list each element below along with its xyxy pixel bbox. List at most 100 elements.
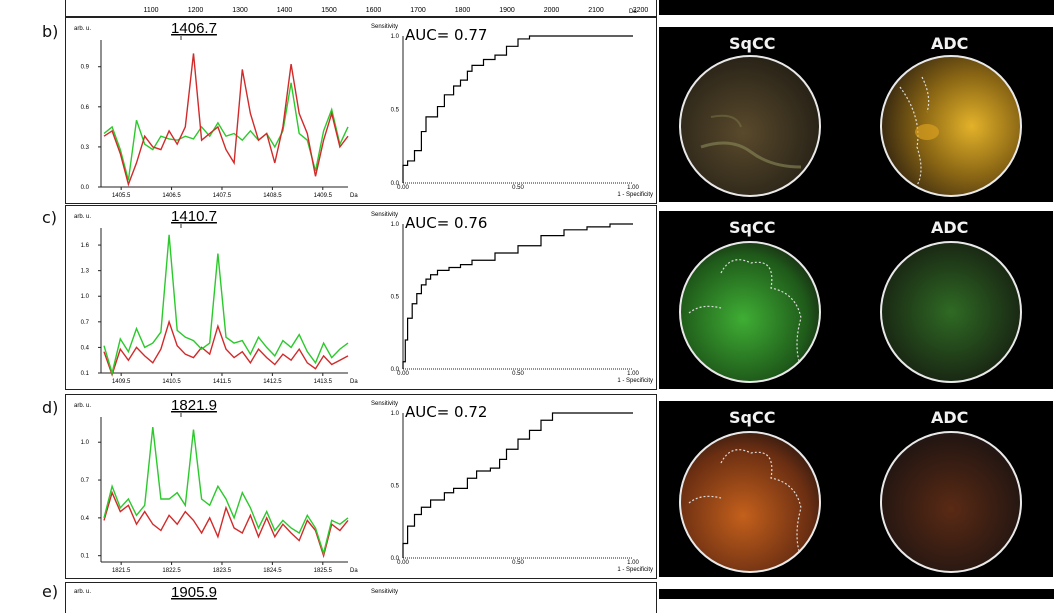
series-red-line xyxy=(103,490,349,559)
y-axis-label: arb. u. xyxy=(74,403,91,409)
sqcc-title: SqCC xyxy=(729,218,776,237)
x-tick-label: 1410.5 xyxy=(162,379,181,385)
top-axis-tick-label: 1500 xyxy=(321,7,337,14)
top-axis-tick-label: 1100 xyxy=(143,7,158,14)
y-tick-label: 0.3 xyxy=(81,145,90,151)
y-axis-label: arb. u. xyxy=(74,589,91,595)
sqcc-title: SqCC xyxy=(729,34,776,53)
x-tick-label: 1413.5 xyxy=(314,379,333,385)
roc-y-axis-label: Sensitivity xyxy=(371,589,398,595)
panel-d: 1821.9 arb. u. Da 1.0 0.7 0.4 0.1 1821.5 1822.5 1… xyxy=(65,394,657,579)
adc-title: ADC xyxy=(931,218,969,237)
roc-x-tick-label: 0.50 xyxy=(512,560,524,566)
x-tick-label: 1822.5 xyxy=(162,568,181,574)
x-tick-label: 1409.5 xyxy=(112,379,131,385)
roc-y-tick-label: 0.5 xyxy=(391,295,400,301)
sqcc-title: SqCC xyxy=(729,408,776,427)
roc-y-axis-label: Sensitivity xyxy=(371,24,398,30)
x-tick-label: 1406.5 xyxy=(162,193,181,199)
top-axis-tick-label: 2100 xyxy=(588,7,604,14)
y-axis-label: arb. u. xyxy=(74,26,91,32)
panel-e: arb. u. 1905.9 Sensitivity xyxy=(65,582,657,613)
roc-x-axis-label: 1 - Specificity xyxy=(617,378,653,384)
x-axis-unit: Da xyxy=(350,193,358,199)
x-tick-label: 1409.5 xyxy=(314,193,333,199)
y-tick-label: 1.0 xyxy=(81,440,90,446)
x-tick-label: 1821.5 xyxy=(112,568,131,574)
x-axis-unit: Da xyxy=(350,379,358,385)
top-axis-tick-label: 2200 xyxy=(633,7,649,14)
roc-curve xyxy=(402,223,633,369)
roc-y-tick-label: 1.0 xyxy=(391,34,400,40)
adc-tissue-image xyxy=(880,241,1022,383)
top-axis-strip: 1100 1200 1300 1400 1500 1600 1700 1800 1900 2000… xyxy=(65,0,657,17)
peak-label: 1410.7 xyxy=(171,208,217,225)
roc-x-tick-label: 0.00 xyxy=(397,371,409,377)
row-label-d: d) xyxy=(42,398,59,417)
roc-x-axis-label: 1 - Specificity xyxy=(617,567,653,573)
image-panel-c: SqCC ADC xyxy=(659,211,1053,389)
series-red-line xyxy=(103,319,349,377)
adc-tissue-image xyxy=(880,55,1022,197)
spectrum-chart-b: 1406.7 arb. u. Da 0.9 0.6 0.3 0.0 1405.5 1406.5 1… xyxy=(74,20,358,199)
y-tick-label: 0.1 xyxy=(81,371,90,377)
roc-y-axis-label: Sensitivity xyxy=(371,212,398,218)
series-red-line xyxy=(103,53,349,187)
y-tick-label: 1.6 xyxy=(81,243,90,249)
image-panel-d: SqCC ADC xyxy=(659,401,1053,577)
row-label-e: e) xyxy=(42,582,59,601)
top-axis-unit: Da xyxy=(629,9,637,15)
y-tick-label: 1.0 xyxy=(81,294,90,300)
y-tick-label: 0.4 xyxy=(81,345,90,351)
top-axis-tick-label: 1200 xyxy=(188,7,204,14)
roc-chart-c: Sensitivity AUC= 0.76 1.0 0.5 0.00.00 0.50 1.0… xyxy=(371,212,653,384)
roc-x-tick-label: 0.50 xyxy=(512,185,524,191)
top-axis-svg: 1100 1200 1300 1400 1500 1600 1700 1800 1900 2000… xyxy=(143,7,649,15)
roc-curve xyxy=(402,35,633,183)
sqcc-tissue-image xyxy=(679,431,821,573)
roc-y-tick-label: 1.0 xyxy=(391,411,400,417)
row-label-c: c) xyxy=(42,208,58,227)
roc-y-tick-label: 0.5 xyxy=(391,108,400,114)
roc-chart-e: Sensitivity xyxy=(371,589,398,595)
panel-c: 1410.7 arb. u. Da 1.6 1.3 1.0 0.7 0.4 0.1 1409.5 1… xyxy=(65,205,657,390)
top-axis-tick-label: 1800 xyxy=(455,7,471,14)
peak-label: 1821.9 xyxy=(171,397,217,414)
x-tick-label: 1411.5 xyxy=(213,379,232,385)
series-green-line xyxy=(103,427,349,556)
top-axis-tick-label: 1900 xyxy=(499,7,515,14)
y-tick-label: 0.9 xyxy=(81,65,90,71)
spectrum-chart-e: arb. u. 1905.9 xyxy=(74,584,217,601)
y-tick-label: 1.3 xyxy=(81,269,90,275)
image-panel-b: SqCC ADC xyxy=(659,27,1053,202)
x-tick-label: 1824.5 xyxy=(263,568,282,574)
x-tick-label: 1825.5 xyxy=(314,568,333,574)
roc-curve xyxy=(402,412,633,558)
auc-label: AUC= 0.72 xyxy=(405,403,487,421)
y-tick-label: 0.7 xyxy=(81,478,90,484)
y-tick-label: 0.1 xyxy=(81,554,90,560)
roc-y-tick-label: 0.0 xyxy=(391,367,400,373)
roc-x-tick-label: 1.00 xyxy=(627,560,639,566)
panel-b: 1406.7 arb. u. Da 0.9 0.6 0.3 0.0 1405.5 1406.5 1… xyxy=(65,17,657,204)
adc-title: ADC xyxy=(931,34,969,53)
top-image-strip xyxy=(659,0,1054,15)
roc-chart-b: Sensitivity AUC= 0.77 1.0 0.5 0.00.00 0.50 1.0… xyxy=(371,24,653,198)
row-label-b: b) xyxy=(42,22,59,41)
roc-chart-d: Sensitivity AUC= 0.72 1.0 0.5 0.00.00 0.50 1.0… xyxy=(371,401,653,573)
y-tick-label: 0.0 xyxy=(81,185,90,191)
x-axis-unit: Da xyxy=(350,568,358,574)
x-tick-label: 1405.5 xyxy=(112,193,131,199)
roc-y-tick-label: 0.0 xyxy=(391,556,400,562)
y-axis-label: arb. u. xyxy=(74,214,91,220)
x-tick-label: 1823.5 xyxy=(213,568,232,574)
roc-x-tick-label: 1.00 xyxy=(627,185,639,191)
spectrum-chart-c: 1410.7 arb. u. Da 1.6 1.3 1.0 0.7 0.4 0.1 1409.5 1… xyxy=(74,208,358,385)
roc-x-tick-label: 0.50 xyxy=(512,371,524,377)
adc-tissue-image xyxy=(880,431,1022,573)
auc-label: AUC= 0.77 xyxy=(405,26,487,44)
spectrum-chart-d: 1821.9 arb. u. Da 1.0 0.7 0.4 0.1 1821.5 1822.5 1… xyxy=(74,397,358,574)
x-tick-label: 1407.5 xyxy=(213,193,232,199)
roc-y-tick-label: 0.5 xyxy=(391,484,400,490)
roc-y-tick-label: 0.0 xyxy=(391,181,400,187)
